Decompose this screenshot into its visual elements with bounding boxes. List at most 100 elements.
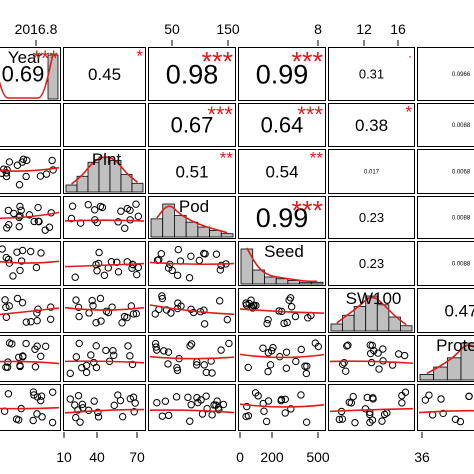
scatter-point bbox=[75, 339, 83, 348]
variable-name: Year bbox=[8, 48, 43, 67]
scatter-point bbox=[45, 223, 54, 231]
scatter-point bbox=[90, 206, 99, 214]
histogram-bar bbox=[353, 306, 367, 332]
fit-line bbox=[239, 403, 325, 408]
scatter-point bbox=[198, 410, 207, 418]
scatter-point bbox=[66, 395, 74, 403]
correlation-value: 0.98 bbox=[166, 59, 219, 89]
density-curve bbox=[156, 205, 228, 234]
correlation-value: 0.0088 bbox=[452, 262, 471, 268]
scatter-point bbox=[187, 401, 195, 409]
density-curve bbox=[0, 53, 54, 99]
scatter-point bbox=[85, 309, 93, 317]
scatter-point bbox=[16, 266, 24, 275]
panel-frame bbox=[417, 384, 474, 431]
top-tick-label: 12 bbox=[356, 21, 372, 37]
top-tick-label: 16 bbox=[390, 21, 406, 37]
scatter-point bbox=[338, 360, 347, 369]
scatter-point bbox=[29, 388, 38, 396]
scatter-point bbox=[110, 401, 118, 410]
panel-frame bbox=[238, 288, 326, 333]
panel-frame bbox=[328, 335, 415, 382]
scatter-point bbox=[66, 369, 74, 378]
panel-frame bbox=[328, 47, 415, 101]
fit-line bbox=[64, 306, 145, 311]
variable-name: SW100 bbox=[346, 289, 402, 308]
scatter-point bbox=[164, 360, 172, 368]
fit-line bbox=[239, 308, 325, 314]
bottom-tick-label: 10 bbox=[56, 449, 72, 465]
scatter-point bbox=[193, 393, 201, 402]
panel-frame bbox=[0, 196, 61, 239]
histogram-bar bbox=[275, 278, 289, 285]
scatter-point bbox=[37, 392, 46, 400]
fit-line bbox=[329, 360, 414, 365]
panel-frame bbox=[148, 241, 236, 286]
scatter-point bbox=[267, 347, 276, 355]
scatter-point bbox=[33, 316, 41, 325]
significance-stars: *** bbox=[297, 102, 323, 127]
panel-frame bbox=[63, 335, 146, 382]
panel-frame bbox=[328, 384, 415, 431]
scatter-point bbox=[90, 397, 98, 405]
scatter-point bbox=[167, 309, 175, 317]
panel-frame bbox=[63, 196, 146, 239]
panel-frame bbox=[0, 103, 61, 147]
scatter-point bbox=[260, 407, 268, 415]
correlation-value: 0.45 bbox=[88, 65, 121, 84]
scatter-point bbox=[259, 344, 267, 352]
scatter-point bbox=[368, 416, 377, 424]
significance-stars: *** bbox=[291, 195, 323, 225]
significance-stars: ** bbox=[310, 148, 324, 167]
scatter-point bbox=[465, 392, 473, 401]
scatter-point bbox=[128, 360, 137, 369]
fit-line bbox=[149, 261, 235, 266]
top-tick-label: 50 bbox=[164, 21, 180, 37]
panel-frame bbox=[328, 196, 415, 239]
scatter-point bbox=[202, 392, 210, 400]
histogram-bar bbox=[287, 280, 300, 285]
scatter-point bbox=[98, 203, 107, 212]
scatter-point bbox=[335, 415, 344, 424]
scatter-point bbox=[367, 358, 376, 367]
scatter-point bbox=[338, 415, 347, 423]
scatter-point bbox=[366, 341, 374, 349]
density-curve bbox=[71, 156, 138, 185]
scatter-point bbox=[46, 315, 55, 323]
scatter-point bbox=[158, 292, 166, 300]
scatter-point bbox=[74, 303, 83, 312]
panel-frame bbox=[238, 241, 326, 286]
scatter-point bbox=[451, 415, 460, 424]
histogram-bar bbox=[220, 233, 234, 238]
scatter-point bbox=[5, 220, 13, 229]
scatter-point bbox=[37, 249, 45, 257]
panel-frame bbox=[238, 47, 326, 101]
scatter-point bbox=[31, 363, 40, 371]
panel-frame bbox=[63, 241, 146, 286]
scatter-point bbox=[27, 318, 35, 326]
density-curve bbox=[426, 344, 474, 375]
scatter-point bbox=[49, 166, 57, 174]
scatter-point bbox=[13, 161, 22, 169]
scatter-point bbox=[287, 303, 296, 311]
scatter-point bbox=[34, 203, 42, 212]
scatter-point bbox=[22, 318, 31, 326]
scatter-point bbox=[173, 271, 182, 280]
scatter-point bbox=[48, 388, 57, 396]
scatter-point bbox=[22, 339, 30, 348]
scatter-point bbox=[42, 170, 51, 178]
scatter-point bbox=[193, 361, 201, 369]
scatter-point bbox=[29, 416, 37, 425]
scatter-point bbox=[219, 400, 228, 409]
correlation-value: 0.0966 bbox=[452, 72, 471, 78]
significance-stars: * bbox=[136, 46, 143, 65]
correlation-value: 0.0088 bbox=[452, 216, 471, 222]
scatter-point bbox=[208, 411, 216, 419]
correlation-value: 0.99 bbox=[256, 203, 309, 233]
scatter-point bbox=[30, 217, 38, 226]
histogram-bar bbox=[131, 182, 144, 193]
scatter-point bbox=[110, 351, 118, 359]
scatter-point bbox=[297, 391, 305, 399]
scatter-point bbox=[203, 404, 211, 413]
scatter-point bbox=[15, 181, 24, 189]
